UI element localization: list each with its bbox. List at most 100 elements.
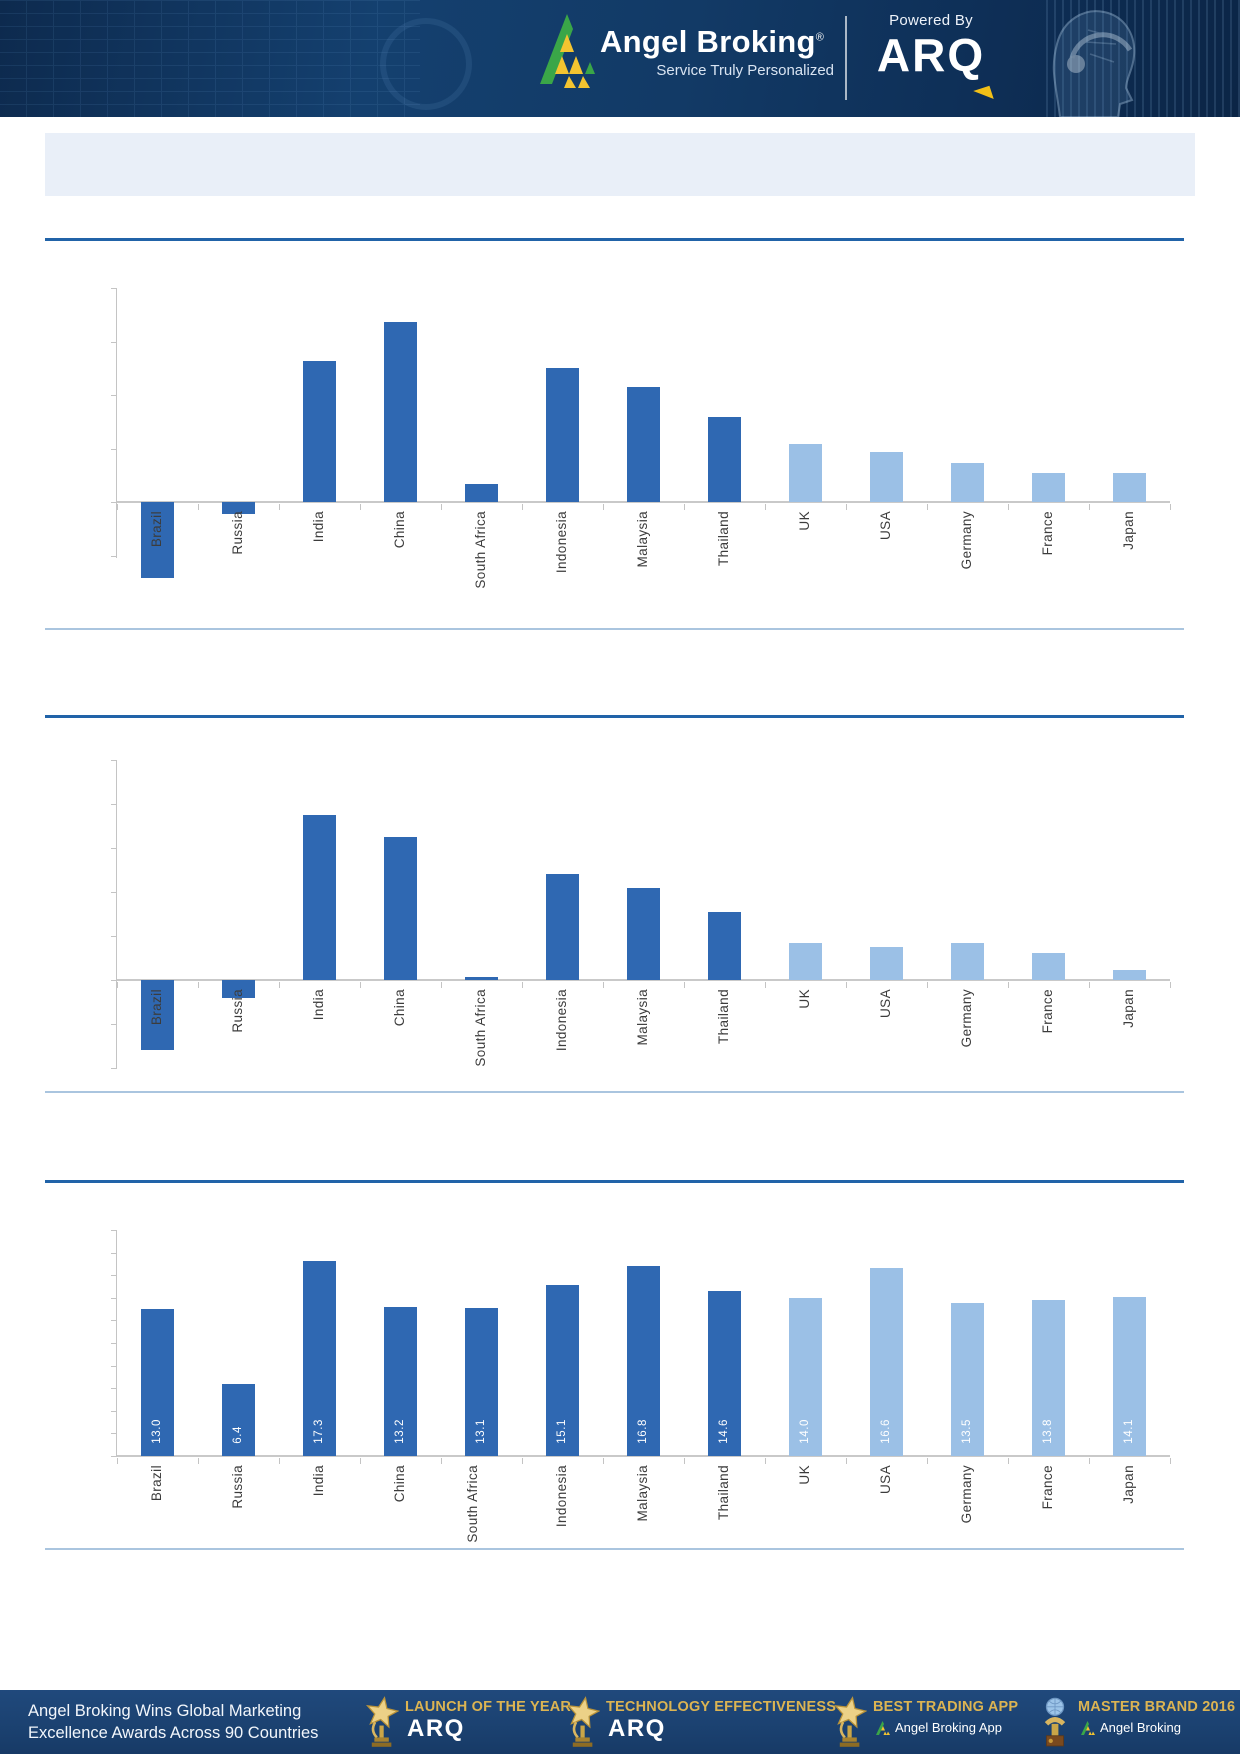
- y-axis-tick: [111, 1068, 117, 1069]
- x-axis-tick: [1008, 982, 1009, 988]
- x-axis-tick: [603, 504, 604, 511]
- y-axis-tick: [111, 1297, 117, 1299]
- x-axis-tick: [117, 1458, 118, 1464]
- bar-usa: [870, 1268, 903, 1456]
- x-axis-label: China: [391, 1465, 407, 1503]
- chart3-end-rule: [45, 1548, 1184, 1550]
- x-axis-tick: [1089, 982, 1090, 988]
- bar-china: [384, 837, 417, 980]
- y-axis-tick: [111, 502, 117, 504]
- chart2-end-rule: [45, 1091, 1184, 1093]
- x-axis-label: India: [310, 1465, 326, 1497]
- x-axis-tick: [522, 504, 523, 511]
- x-axis-tick: [846, 982, 847, 988]
- x-axis-label: Brazil: [148, 1465, 164, 1502]
- x-axis-tick: [441, 1458, 442, 1464]
- bar-france: [1032, 473, 1065, 503]
- x-axis-line: [117, 1455, 1170, 1457]
- y-axis-tick: [111, 448, 117, 450]
- bar-south-africa: [465, 976, 498, 980]
- bar-india: [303, 815, 336, 980]
- bar-france: [1032, 1300, 1065, 1456]
- x-axis-label: Germany: [958, 511, 974, 570]
- bar-value-label: 13.1: [474, 1419, 487, 1444]
- x-axis-tick: [684, 1458, 685, 1464]
- bar-value-label: 17.3: [312, 1419, 325, 1444]
- powered-by-arq-block: Powered By ARQ: [862, 12, 1000, 81]
- x-axis-tick: [1089, 504, 1090, 511]
- bar-value-label: 14.0: [798, 1419, 811, 1444]
- bar-russia: [222, 502, 255, 515]
- y-axis-tick: [111, 1410, 117, 1412]
- award-arq-wordmark: ARQ: [608, 1715, 666, 1754]
- bar-malaysia: [627, 887, 660, 980]
- y-axis-line: [116, 288, 117, 558]
- y-axis-tick: [111, 1433, 117, 1435]
- x-axis-tick: [927, 982, 928, 988]
- x-axis-tick: [1170, 1458, 1171, 1464]
- y-axis-tick: [111, 1275, 117, 1277]
- bar-china: [384, 1306, 417, 1456]
- x-axis-tick: [846, 504, 847, 511]
- y-axis-tick: [111, 1320, 117, 1322]
- x-axis-tick: [927, 1458, 928, 1464]
- x-axis-tick: [198, 982, 199, 988]
- award-subtitle: ARQ: [608, 1715, 666, 1742]
- y-axis-tick: [111, 341, 117, 343]
- y-axis-tick: [111, 555, 117, 557]
- award-subtitle: Angel Broking: [1100, 1720, 1181, 1735]
- award-title: BEST TRADING APP: [873, 1699, 1019, 1715]
- x-axis-label: China: [391, 989, 407, 1027]
- bar-brazil: [141, 980, 174, 1051]
- chart1-end-rule: [45, 628, 1184, 630]
- bar-france: [1032, 952, 1065, 980]
- x-axis-label: Indonesia: [553, 1465, 569, 1528]
- bar-value-label: 13.5: [960, 1419, 973, 1444]
- award-subtitle-row: Angel Broking App: [875, 1720, 1002, 1735]
- bar-uk: [789, 1297, 822, 1456]
- bar-value-label: 13.2: [393, 1419, 406, 1444]
- x-axis-label: Germany: [958, 1465, 974, 1524]
- x-axis-label: USA: [877, 989, 893, 1018]
- x-axis-tick: [1008, 504, 1009, 511]
- x-axis-label: France: [1039, 511, 1055, 556]
- bar-value-label: 16.8: [636, 1419, 649, 1444]
- x-axis-tick: [279, 1458, 280, 1464]
- x-axis-tick: [1170, 504, 1171, 511]
- report-title-block: [45, 133, 1195, 196]
- y-axis-tick: [111, 1365, 117, 1367]
- footer-headline-line2: Excellence Awards Across 90 Countries: [28, 1724, 319, 1743]
- bar-russia: [222, 980, 255, 998]
- x-axis-label: Thailand: [715, 1465, 731, 1520]
- chart1-header-rule: [45, 238, 1184, 241]
- bar-indonesia: [546, 1285, 579, 1456]
- angel-broking-logo-icon: [540, 14, 595, 88]
- bar-indonesia: [546, 368, 579, 503]
- x-axis-label: South Africa: [472, 511, 488, 589]
- x-axis-label: USA: [877, 1465, 893, 1494]
- award-title: LAUNCH OF THE YEAR: [405, 1699, 572, 1715]
- award-title: MASTER BRAND 2016: [1078, 1699, 1236, 1715]
- bar-japan: [1113, 970, 1146, 980]
- x-axis-tick: [279, 982, 280, 988]
- x-axis-tick: [765, 982, 766, 988]
- globe-trophy-icon: [1044, 1697, 1066, 1747]
- x-axis-label: South Africa: [464, 1465, 480, 1543]
- bar-malaysia: [627, 1266, 660, 1456]
- x-axis-label: Thailand: [715, 989, 731, 1044]
- x-axis-tick: [117, 982, 118, 988]
- x-axis-label: Brazil: [148, 989, 164, 1026]
- x-axis-label: Russia: [229, 1465, 245, 1509]
- x-axis-tick: [765, 1458, 766, 1464]
- brand-text: Angel Broking: [600, 24, 816, 59]
- bar-thailand: [708, 911, 741, 980]
- x-axis-label: UK: [796, 1465, 812, 1485]
- bar-russia: [222, 1383, 255, 1456]
- y-axis-tick: [111, 395, 117, 397]
- y-axis-tick: [111, 1024, 117, 1025]
- x-axis-label: Thailand: [715, 511, 731, 567]
- bar-thailand: [708, 1291, 741, 1456]
